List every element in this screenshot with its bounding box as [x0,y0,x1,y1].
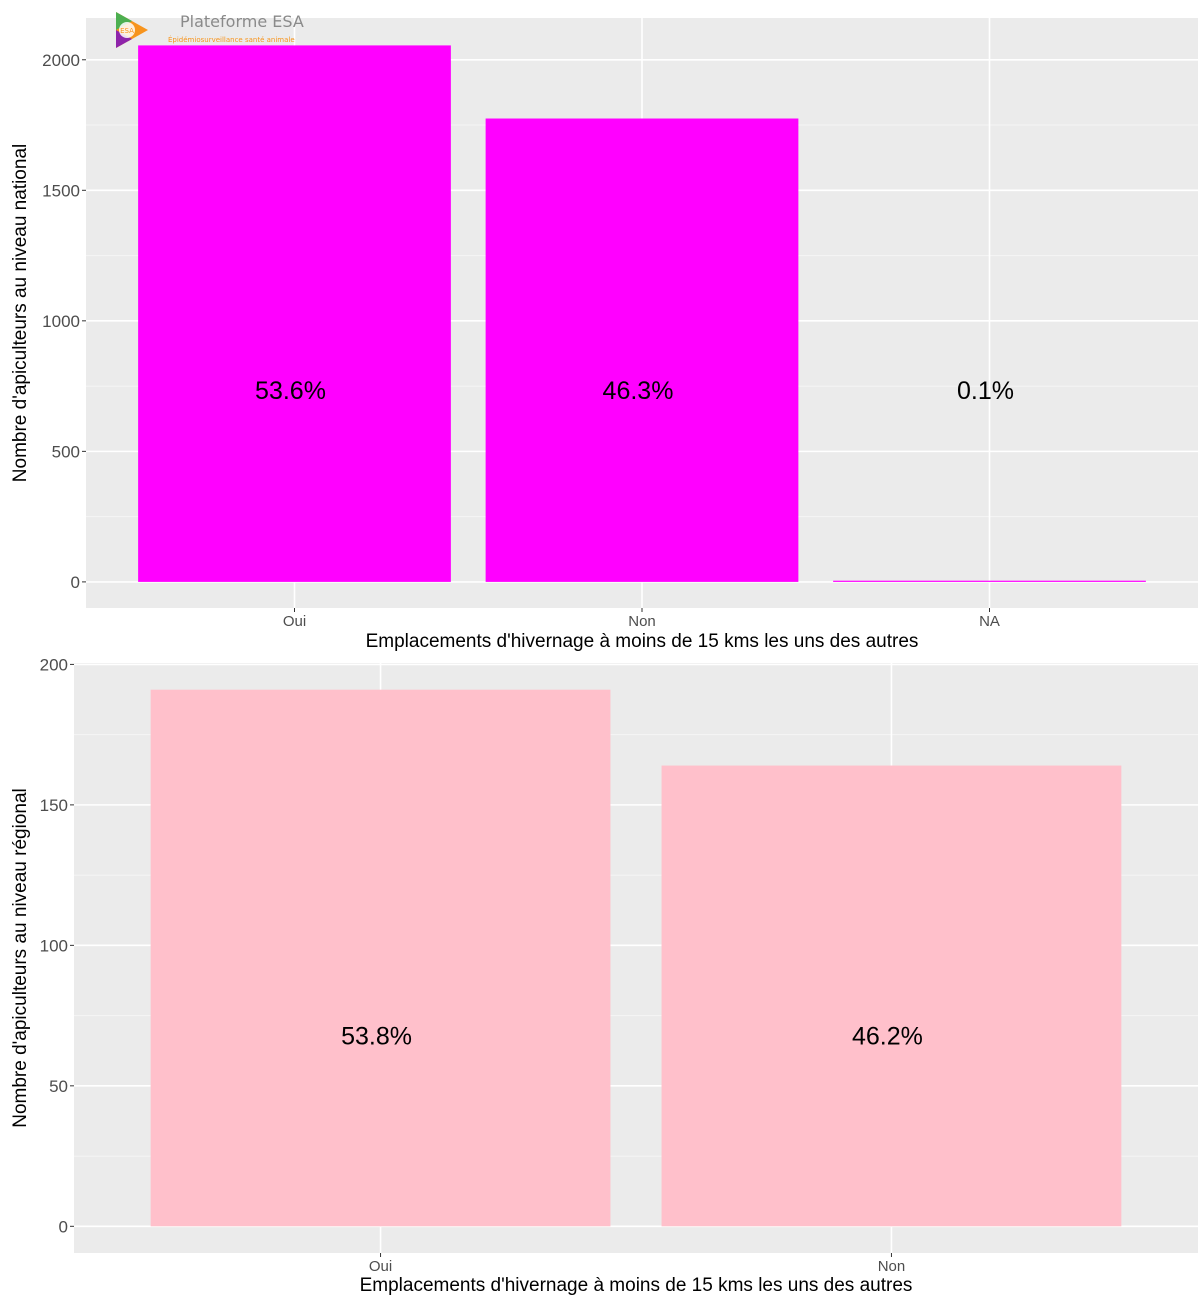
x-tick-label: Non [878,1258,906,1275]
y-tick-label: 150 [40,796,68,815]
bar-label: 53.8% [341,1022,412,1050]
logo-badge-text: ESA [120,27,134,35]
y-axis-title: Nombre d'apiculteurs au niveau régional [10,788,31,1128]
y-tick-label: 1500 [42,181,80,200]
bar-label: 46.2% [852,1022,923,1050]
x-tick-label: Oui [283,613,306,630]
bar-oui [150,689,611,1227]
bar-label: 53.6% [255,377,326,405]
bar-label: 46.3% [603,377,674,405]
bar-label: 0.1% [957,377,1014,405]
chart-2: 53.8% 46.2% 0 50 100 150 200 Oui NonEmplacements… [10,655,1198,1295]
y-tick-label: 2000 [42,51,80,70]
x-tick-label: Non [628,613,656,630]
x-tick-label: NA [979,613,1000,630]
bar-non [661,765,1122,1227]
y-tick-label: 200 [40,655,68,674]
esa-logo-icon: ESA [116,12,148,48]
bar-na [833,580,1146,582]
x-tick-label: Oui [369,1258,392,1275]
logo-title: Plateforme ESA [180,12,304,31]
y-tick-label: 0 [59,1217,68,1236]
y-tick-label: 50 [49,1077,68,1096]
y-tick-label: 0 [71,573,80,592]
chart-1: 53.6% 46.3% 0.1% 0 500 1000 1500 2000 Oui Non NA Em… [10,18,1198,652]
y-axis-title: Nombre d'apiculteurs au niveau national [10,144,31,482]
y-tick-label: 1000 [42,312,80,331]
x-axis-title: Emplacements d'hivernage à moins de 15 k… [360,1275,913,1295]
y-tick-label: 100 [40,936,68,955]
esa-logo: ESA Plateforme ESA Épidémiosurveillance … [112,10,352,50]
logo-subtitle: Épidémiosurveillance santé animale [168,36,295,44]
x-axis-title: Emplacements d'hivernage à moins de 15 k… [366,631,919,652]
bar-non [485,118,799,582]
y-tick-label: 500 [52,442,80,461]
bar-oui [138,45,451,582]
